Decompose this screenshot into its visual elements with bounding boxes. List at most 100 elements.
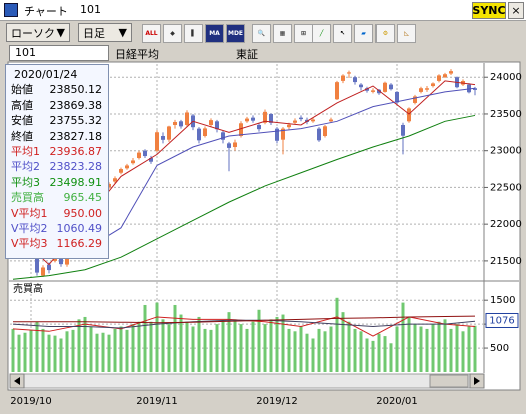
candle-body (251, 117, 255, 121)
volume-bar (245, 328, 249, 372)
volume-bar (401, 302, 405, 372)
close-button[interactable]: × (508, 2, 524, 19)
volume-bar (155, 302, 159, 372)
volume-bar (209, 329, 213, 372)
candle-body (311, 119, 315, 122)
icon[interactable]: ▌ (184, 24, 203, 43)
volume-bar (185, 321, 189, 372)
window-code: 101 (80, 3, 101, 16)
candle-body (317, 128, 321, 141)
candle-body (209, 120, 213, 125)
candle-body (143, 150, 147, 157)
volume-bar (221, 321, 225, 372)
candle-body (119, 169, 123, 173)
icon[interactable]: ▰ (354, 24, 373, 43)
candle-body (233, 142, 237, 148)
period: 日足 (83, 26, 105, 40)
candle-body (65, 257, 69, 265)
candle-body (329, 119, 333, 122)
volume-bar (407, 316, 411, 372)
volume-bar (59, 338, 63, 372)
icon[interactable]: ◺ (397, 24, 416, 43)
y-tick-label: 23000 (490, 146, 522, 157)
chart-style-dropdown[interactable]: ローソク ▼ (6, 23, 70, 42)
code-input[interactable]: 101 (9, 45, 109, 61)
info-label: V平均3 (11, 237, 48, 251)
volume-bar (419, 326, 423, 372)
volume-bar (383, 336, 387, 372)
info-label: 平均3 (11, 175, 40, 189)
candle-body (179, 121, 183, 127)
candle-body (275, 128, 279, 141)
volume-bar (47, 334, 51, 372)
volume-bar (335, 297, 339, 372)
candle-body (437, 75, 441, 81)
sync-button[interactable]: SYNC (472, 2, 506, 19)
moving-average (13, 315, 476, 324)
info-label: V平均1 (11, 206, 48, 220)
icon[interactable]: ▦ (273, 24, 292, 43)
x-tick-label: 2019/11 (136, 396, 178, 407)
scrollbar[interactable] (9, 373, 485, 389)
info-label: 売買高 (11, 191, 44, 205)
candle-body (215, 121, 219, 130)
volume-bar (347, 321, 351, 372)
icon-mde[interactable]: MDE (226, 24, 245, 43)
candle-body (173, 121, 177, 125)
icon-ma[interactable]: MA (205, 24, 224, 43)
volume-bar (437, 321, 441, 372)
candle-body (389, 84, 393, 90)
info-value: 1060.49 (56, 221, 103, 235)
candle-body (185, 112, 189, 125)
candle-body (107, 183, 111, 188)
period-dropdown[interactable]: 日足 ▼ (78, 23, 132, 42)
volume-bar (173, 304, 177, 372)
volume-bar (83, 316, 87, 372)
volume-bar (11, 328, 15, 372)
info-row: V平均2 1060.49 (6, 221, 108, 236)
icon[interactable]: ⚙ (376, 24, 395, 43)
app-icon (4, 3, 18, 17)
scroll-thumb[interactable] (429, 374, 469, 388)
y-tick-label: 23500 (490, 109, 522, 120)
info-value: 23498.91 (49, 175, 103, 189)
candle-body (269, 113, 273, 123)
info-row: 高値 23869.38 (6, 98, 108, 113)
market: 東証 (236, 48, 258, 61)
candle-body (425, 88, 429, 90)
icon[interactable]: ╱ (312, 24, 331, 43)
icon[interactable]: ↖ (333, 24, 352, 43)
volume-bar (125, 329, 129, 372)
volume-bar (143, 304, 147, 372)
icon-group: 🔍 ▦ ⊞ (252, 24, 313, 43)
candle-body (47, 264, 51, 271)
volume-bar (455, 324, 459, 372)
icon[interactable]: ◆ (163, 24, 182, 43)
chart-style: ローソク (11, 26, 55, 40)
info-label: V平均2 (11, 221, 48, 235)
volume-bar (287, 328, 291, 372)
panel-title: 売買高 (13, 282, 43, 295)
moving-average (12, 114, 476, 280)
info-label: 高値 (11, 98, 33, 112)
candle-body (155, 132, 159, 151)
icon-group: ALL ◆ ▌ MA MDE (142, 24, 245, 43)
candle-body (41, 267, 45, 276)
info-label: 平均1 (11, 144, 40, 158)
volume-bar (197, 316, 201, 372)
volume-bar (71, 329, 75, 372)
y-tick-label: 22000 (490, 219, 522, 230)
candle-body (473, 88, 477, 90)
candle-body (125, 165, 129, 169)
candle-body (359, 84, 363, 88)
volume-bar (371, 340, 375, 372)
info-row: 始値 23850.12 (6, 82, 108, 97)
icon[interactable]: 🔍 (252, 24, 271, 43)
candle-body (113, 178, 117, 182)
volume-bar (461, 331, 465, 372)
volume-bar (29, 330, 33, 372)
info-panel: 2020/01/24 始値 23850.12 高値 23869.38 安値 23755.3… (5, 64, 109, 259)
icon-all[interactable]: ALL (142, 24, 161, 43)
volume-bar (53, 335, 57, 372)
